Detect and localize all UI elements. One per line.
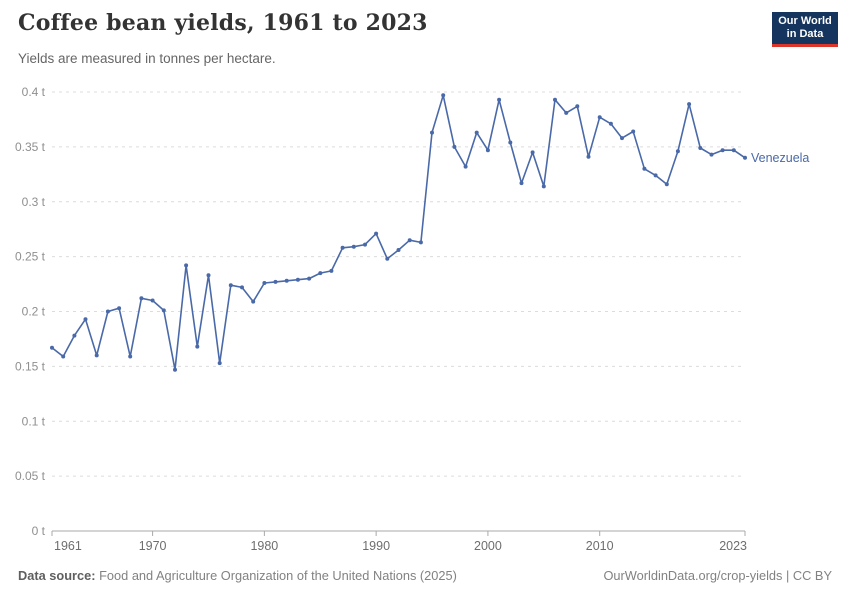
- y-axis-tick-label: 0 t: [32, 524, 46, 538]
- data-point[interactable]: [530, 150, 535, 155]
- data-point[interactable]: [262, 281, 267, 285]
- data-point[interactable]: [307, 276, 312, 281]
- data-point[interactable]: [318, 271, 323, 276]
- x-axis-tick-label: 1980: [250, 539, 278, 553]
- x-axis-tick-label: 1990: [362, 539, 390, 553]
- line-chart[interactable]: 0 t 0.05 t 0.1 t 0.15 t 0.2 t 0.25 t 0.3 t 0.35…: [0, 80, 850, 555]
- data-point[interactable]: [173, 367, 177, 372]
- data-point[interactable]: [463, 164, 468, 169]
- data-point[interactable]: [407, 238, 412, 243]
- data-point[interactable]: [664, 182, 669, 187]
- data-point[interactable]: [340, 245, 345, 250]
- data-point[interactable]: [441, 93, 446, 98]
- credit-line: OurWorldinData.org/crop-yields | CC BY: [603, 568, 832, 583]
- data-point[interactable]: [631, 129, 636, 134]
- data-point[interactable]: [117, 306, 122, 311]
- owid-logo: Our World in Data: [772, 12, 838, 47]
- data-point[interactable]: [485, 148, 490, 153]
- data-point[interactable]: [240, 285, 244, 290]
- data-point[interactable]: [363, 242, 367, 247]
- data-source-text: Food and Agriculture Organization of the…: [99, 568, 457, 583]
- logo-text-line2: in Data: [786, 28, 824, 40]
- data-point[interactable]: [351, 244, 356, 249]
- data-point[interactable]: [709, 152, 714, 157]
- data-point[interactable]: [418, 240, 423, 245]
- y-axis-tick-label: 0.15 t: [15, 359, 46, 373]
- data-point[interactable]: [731, 148, 736, 153]
- chart-subtitle: Yields are measured in tonnes per hectar…: [18, 51, 276, 66]
- y-axis-tick-label: 0.05 t: [15, 469, 46, 483]
- y-axis-tick-label: 0.3 t: [22, 195, 46, 209]
- data-point[interactable]: [195, 344, 200, 349]
- data-point[interactable]: [295, 277, 300, 282]
- y-axis-tick-label: 0.4 t: [22, 85, 46, 99]
- data-point[interactable]: [385, 256, 390, 261]
- data-point[interactable]: [597, 115, 602, 120]
- data-source: Data source: Food and Agriculture Organi…: [18, 568, 457, 583]
- x-axis-tick-label: 2023: [719, 539, 747, 553]
- data-point[interactable]: [653, 173, 658, 178]
- data-point[interactable]: [698, 146, 703, 150]
- data-point[interactable]: [72, 333, 77, 338]
- data-point[interactable]: [94, 353, 99, 358]
- data-point[interactable]: [150, 298, 155, 303]
- data-point[interactable]: [184, 263, 189, 268]
- data-point[interactable]: [519, 181, 524, 186]
- data-point[interactable]: [83, 317, 88, 322]
- page-title: Coffee bean yields, 1961 to 2023: [18, 10, 428, 36]
- data-point[interactable]: [564, 110, 569, 115]
- data-point[interactable]: [217, 361, 222, 366]
- data-point[interactable]: [228, 283, 233, 288]
- data-point[interactable]: [206, 273, 211, 278]
- data-point[interactable]: [329, 268, 334, 273]
- x-axis-tick-label: 1961: [54, 539, 82, 553]
- data-point[interactable]: [687, 102, 692, 107]
- data-point[interactable]: [50, 345, 54, 350]
- logo-text-line1: Our World: [778, 15, 832, 27]
- data-point[interactable]: [620, 136, 624, 141]
- series-label-venezuela[interactable]: Venezuela: [751, 151, 809, 165]
- data-point[interactable]: [497, 97, 502, 102]
- data-point[interactable]: [553, 97, 557, 102]
- data-point[interactable]: [508, 140, 513, 145]
- data-point[interactable]: [541, 184, 546, 189]
- x-axis-tick-label: 2010: [586, 539, 614, 553]
- data-point[interactable]: [575, 104, 580, 109]
- data-point[interactable]: [105, 309, 110, 314]
- data-point[interactable]: [608, 121, 613, 126]
- data-point[interactable]: [273, 279, 278, 284]
- data-point[interactable]: [474, 130, 479, 135]
- data-point[interactable]: [128, 354, 133, 359]
- data-point[interactable]: [642, 166, 647, 171]
- data-point[interactable]: [284, 278, 289, 283]
- data-point[interactable]: [61, 354, 66, 359]
- data-point[interactable]: [720, 148, 725, 153]
- data-point[interactable]: [161, 308, 166, 313]
- data-point[interactable]: [396, 248, 401, 252]
- data-point[interactable]: [251, 299, 256, 304]
- x-axis-tick-label: 1970: [139, 539, 167, 553]
- data-point[interactable]: [374, 231, 379, 236]
- data-point[interactable]: [139, 296, 144, 301]
- data-point[interactable]: [430, 130, 434, 135]
- line-chart-canvas[interactable]: 0 t 0.05 t 0.1 t 0.15 t 0.2 t 0.25 t 0.3 t 0.35…: [0, 80, 850, 555]
- y-axis-tick-label: 0.2 t: [22, 305, 46, 319]
- data-source-label: Data source:: [18, 568, 96, 583]
- x-axis-tick-label: 2000: [474, 539, 502, 553]
- data-point[interactable]: [452, 144, 457, 149]
- data-point[interactable]: [586, 154, 591, 159]
- y-axis-tick-label: 0.35 t: [15, 140, 46, 154]
- chart-footer: Data source: Food and Agriculture Organi…: [18, 568, 832, 583]
- series-line-venezuela[interactable]: [51, 94, 746, 371]
- data-point[interactable]: [743, 155, 747, 160]
- data-point[interactable]: [675, 149, 680, 154]
- y-axis-tick-label: 0.1 t: [22, 414, 46, 428]
- y-axis-tick-label: 0.25 t: [15, 250, 46, 264]
